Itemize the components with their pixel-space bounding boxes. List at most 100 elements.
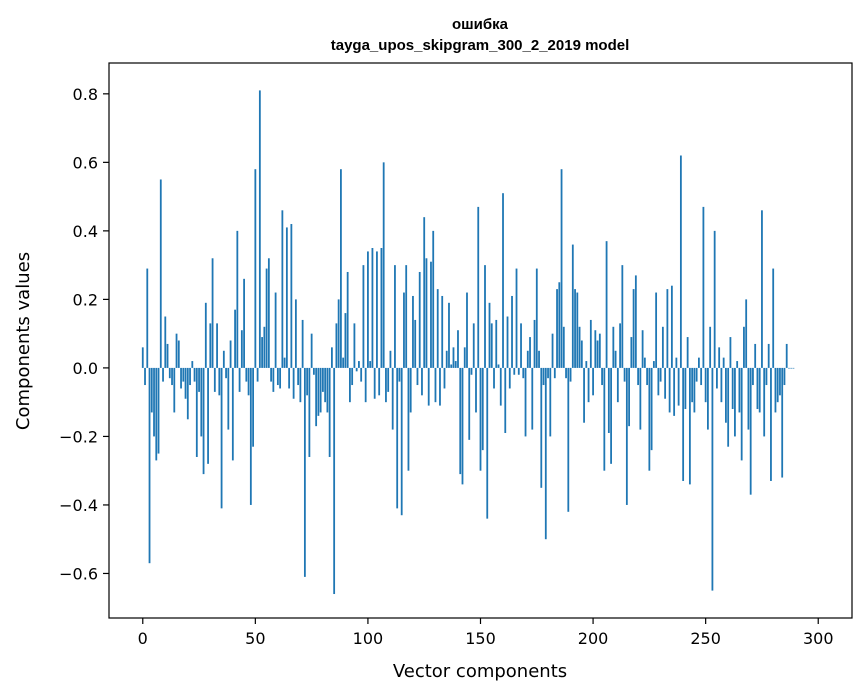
bar-119 (409, 367, 412, 413)
bar-224 (646, 367, 649, 386)
bar-92 (349, 367, 351, 403)
bar-219 (634, 275, 637, 368)
bar-130 (434, 367, 437, 403)
bar-1 (144, 367, 146, 386)
bar-211 (616, 367, 619, 403)
bar-267 (743, 326, 745, 368)
x-tick-label: 50 (245, 629, 265, 648)
bar-287 (788, 367, 790, 369)
bar-75 (310, 333, 313, 368)
bar-90 (344, 313, 347, 368)
bar-205 (603, 367, 606, 471)
bar-152 (484, 265, 486, 368)
bar-60 (276, 367, 279, 386)
bar-214 (623, 367, 626, 382)
y-axis: −0.6 −0.4 −0.2 0.0 0.2 0.4 0.6 0.8 (59, 85, 109, 583)
bar-78 (317, 367, 320, 416)
bar-3 (148, 367, 151, 564)
bar-260 (727, 367, 730, 447)
y-tick-label: −0.2 (59, 427, 98, 446)
bar-190 (569, 367, 572, 382)
bar-38 (227, 367, 230, 430)
bar-225 (648, 367, 651, 471)
bar-35 (220, 367, 223, 509)
bar-83 (328, 367, 331, 457)
bar-238 (677, 367, 680, 406)
bar-17 (180, 367, 182, 389)
bar-272 (754, 343, 757, 368)
bar-199 (589, 319, 592, 368)
bar-191 (571, 244, 574, 368)
bar-47 (247, 367, 250, 396)
bar-53 (261, 337, 263, 368)
bar-103 (373, 367, 376, 399)
bar-128 (430, 261, 432, 368)
bar-79 (319, 367, 322, 413)
bar-143 (463, 347, 466, 368)
bar-43 (238, 367, 241, 392)
bar-257 (720, 367, 723, 403)
bar-93 (351, 367, 354, 386)
bar-268 (745, 299, 748, 368)
bar-77 (315, 367, 318, 427)
bar-218 (632, 289, 635, 368)
bar-67 (292, 367, 295, 399)
bar-142 (461, 367, 464, 485)
bar-281 (774, 367, 777, 413)
bar-31 (211, 258, 214, 368)
bar-15 (175, 333, 178, 368)
bar-203 (598, 333, 601, 368)
bar-244 (691, 367, 694, 403)
y-axis-label: Components values (13, 252, 34, 430)
bar-252 (709, 326, 712, 368)
bar-230 (659, 367, 662, 382)
bar-206 (605, 241, 608, 368)
bar-248 (700, 367, 703, 386)
bar-68 (294, 299, 297, 368)
bar-256 (718, 347, 721, 368)
y-tick-label: −0.4 (59, 496, 98, 515)
bar-253 (711, 367, 714, 591)
bar-259 (725, 367, 727, 423)
bar-180 (547, 367, 549, 379)
bar-91 (346, 271, 349, 368)
bar-76 (312, 367, 315, 375)
bar-183 (553, 367, 556, 379)
x-tick-label: 300 (803, 629, 834, 648)
bar-275 (761, 210, 763, 368)
bar-217 (630, 337, 633, 368)
bar-212 (619, 323, 621, 368)
bar-215 (625, 367, 628, 505)
bar-162 (506, 316, 509, 368)
bar-148 (475, 367, 477, 413)
bar-63 (283, 357, 286, 368)
bar-254 (713, 230, 716, 368)
bar-283 (779, 367, 781, 396)
bar-123 (418, 271, 421, 368)
bar-114 (398, 367, 401, 382)
bar-242 (686, 337, 689, 368)
bar-20 (186, 367, 189, 420)
bar-108 (385, 367, 387, 403)
x-tick-label: 100 (353, 629, 384, 648)
bar-120 (412, 295, 414, 368)
bar-282 (776, 367, 779, 403)
bar-228 (655, 292, 658, 368)
y-tick-label: 0.8 (73, 85, 98, 104)
chart-title: ошибка (452, 16, 509, 33)
bar-71 (301, 319, 304, 368)
chart-subtitle: tayga_upos_skipgram_300_2_2019 model (331, 37, 630, 54)
bar-2 (146, 268, 149, 368)
bar-251 (707, 367, 709, 430)
bar-144 (466, 292, 468, 368)
bar-274 (758, 367, 761, 413)
bar-98 (362, 265, 365, 368)
bar-8 (159, 179, 162, 368)
bar-50 (254, 169, 257, 368)
x-axis-label: Vector components (393, 661, 567, 682)
bar-136 (448, 302, 450, 368)
bar-134 (443, 367, 446, 389)
bar-66 (290, 224, 293, 368)
bar-280 (772, 268, 775, 368)
bar-200 (592, 367, 594, 396)
